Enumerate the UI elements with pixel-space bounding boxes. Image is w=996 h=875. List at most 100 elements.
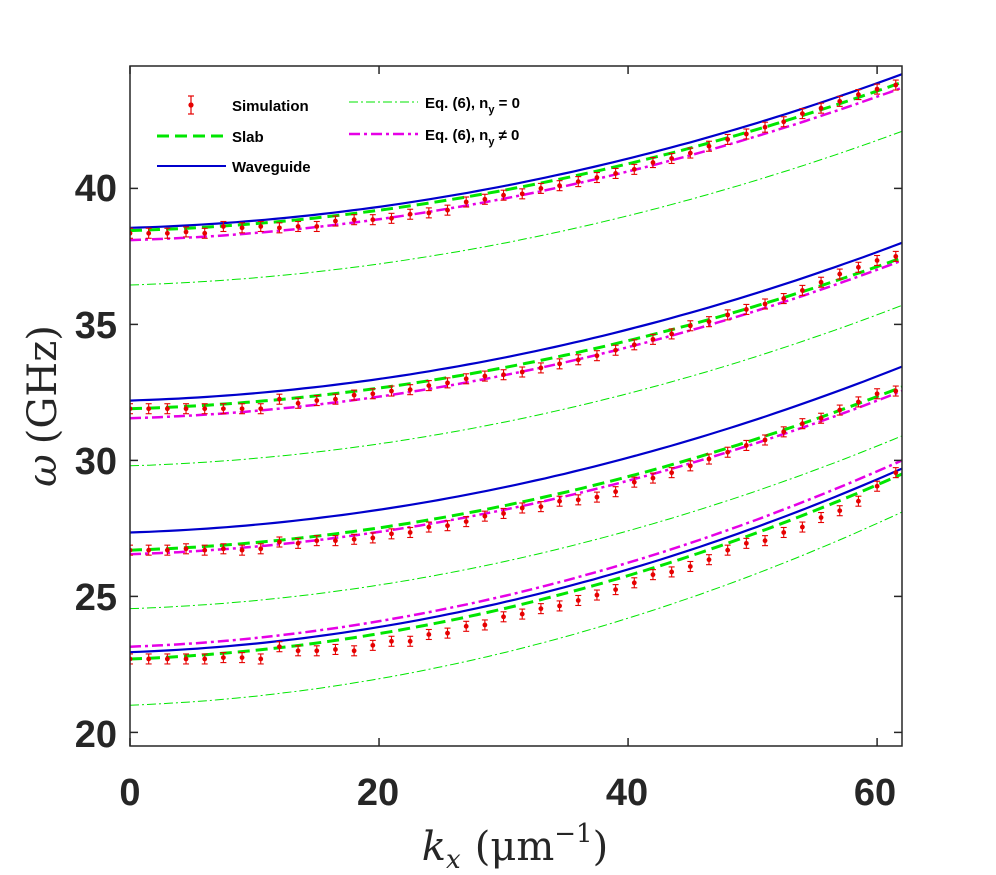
simulation-point: [277, 539, 282, 545]
simulation-point: [874, 86, 880, 92]
simulation-point: [370, 535, 376, 541]
simulation-point: [594, 175, 600, 180]
simulation-point: [818, 415, 824, 421]
simulation-point: [333, 538, 338, 544]
y-axis-label: ω (GHz): [20, 325, 66, 487]
simulation-point: [220, 546, 226, 552]
legend-slab-label: Slab: [232, 129, 264, 146]
simulation-point: [519, 505, 525, 511]
simulation-point: [146, 406, 152, 412]
simulation-point: [725, 449, 731, 455]
simulation-point: [202, 547, 208, 553]
simulation-point: [837, 98, 843, 104]
simulation-point: [463, 623, 469, 629]
simulation-point: [613, 347, 619, 353]
simulation-point: [538, 504, 544, 510]
simulation-point: [277, 644, 282, 650]
simulation-point: [762, 124, 768, 130]
simulation-point: [482, 373, 488, 379]
simulation-point: [164, 656, 170, 662]
simulation-point: [164, 230, 170, 236]
y-axis-label-units: (GHz): [20, 325, 66, 444]
simulation-point: [557, 603, 562, 609]
simulation-point: [220, 224, 226, 229]
y-tick-label: 30: [75, 441, 117, 483]
legend-waveguide-label: Waveguide: [232, 159, 311, 176]
simulation-point: [725, 312, 731, 318]
simulation-point: [370, 217, 376, 223]
simulation-point: [706, 456, 712, 462]
simulation-point: [426, 632, 432, 637]
simulation-point: [818, 515, 824, 520]
legend-eq6-ny0-suffix: = 0: [494, 95, 519, 112]
simulation-point: [445, 523, 450, 529]
simulation-point: [725, 137, 731, 142]
simulation-point: [856, 264, 861, 270]
legend-eq6-nyne0-label: Eq. (6), ny ≠ 0: [425, 127, 519, 148]
simulation-point: [893, 254, 899, 259]
x-axis-label-main: k: [422, 824, 446, 870]
simulation-point: [389, 388, 394, 394]
eq6-nyne0-curve: [130, 259, 902, 420]
simulation-point: [874, 258, 880, 263]
simulation-point: [314, 538, 320, 544]
simulation-point: [687, 323, 693, 329]
simulation-point: [818, 279, 824, 285]
simulation-point: [407, 211, 413, 217]
x-tick-label: 0: [119, 772, 140, 814]
simulation-point: [762, 301, 768, 307]
legend-simulation-label: Simulation: [232, 98, 309, 115]
simulation-point: [631, 580, 637, 586]
simulation-point: [333, 647, 338, 652]
simulation-point: [856, 92, 861, 97]
legend: Simulation Slab Waveguide Eq. (6), ny = …: [157, 95, 520, 176]
simulation-point: [856, 498, 861, 504]
simulation-point: [258, 546, 264, 552]
simulation-point: [407, 638, 413, 644]
legend-eq6-ny0-sub: y: [488, 104, 495, 116]
simulation-point: [575, 357, 581, 363]
simulation-point: [501, 192, 506, 198]
simulation-point: [781, 530, 787, 535]
simulation-point: [482, 513, 488, 519]
x-axis-label-exp: −1: [554, 819, 592, 849]
simulation-point: [538, 606, 544, 612]
simulation-point: [426, 383, 432, 388]
simulation-point: [743, 540, 749, 546]
simulation-point: [351, 392, 357, 398]
tick-layer: [129, 66, 902, 746]
eq6-nyne0-curve: [130, 86, 902, 242]
simulation-point: [220, 406, 226, 412]
simulation-point: [799, 111, 805, 116]
simulation-point: [837, 508, 843, 514]
simulation-point: [295, 648, 301, 654]
slab-curve: [130, 256, 902, 411]
simulation-point: [314, 224, 320, 229]
simulation-point: [781, 119, 787, 125]
simulation-point: [837, 407, 843, 413]
simulation-point: [650, 475, 656, 481]
legend-eq6-nyne0-suffix: ≠ 0: [494, 127, 519, 144]
simulation-point: [669, 156, 675, 161]
simulation-point: [445, 207, 450, 213]
simulation-point: [575, 179, 581, 185]
eq6-nyne0-curve: [130, 459, 902, 648]
y-tick-label: 20: [75, 714, 117, 756]
simulation-point: [557, 361, 562, 367]
simulation-point: [239, 655, 245, 660]
simulation-point: [164, 547, 170, 553]
simulation-point: [669, 569, 675, 575]
simulation-point: [706, 557, 712, 563]
simulation-point: [183, 229, 189, 235]
simulation-point: [837, 271, 843, 277]
simulation-point: [669, 331, 675, 337]
simulation-point: [781, 296, 787, 301]
simulation-point: [874, 483, 880, 489]
x-tick-label: 40: [606, 772, 648, 814]
simulation-point: [351, 536, 357, 542]
simulation-point: [202, 230, 208, 236]
simulation-point: [743, 131, 749, 137]
simulation-point: [258, 406, 264, 412]
simulation-point: [519, 191, 525, 197]
